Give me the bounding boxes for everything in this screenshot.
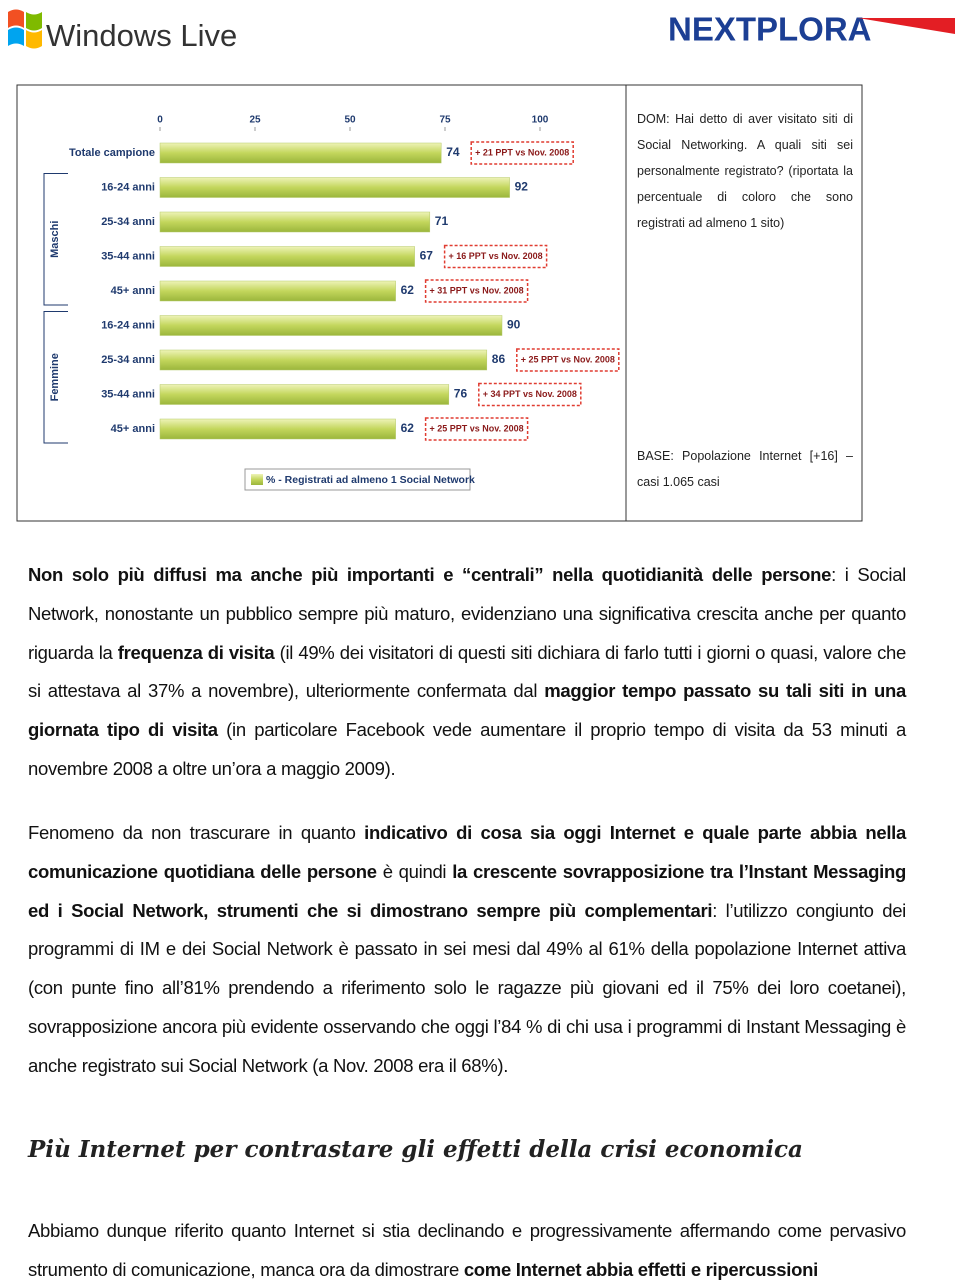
category-label: 25-34 anni xyxy=(101,354,155,366)
annotation-box xyxy=(478,382,582,407)
logo-shape xyxy=(858,18,955,34)
annotation: + 16 PPT vs Nov. 2008 xyxy=(449,251,543,261)
text-run: la crescente sovrapposizione tra l’Insta… xyxy=(28,860,906,921)
annotation-box xyxy=(516,348,620,372)
base-note: BASE: Popolazione Internet [+16] – casi … xyxy=(637,449,853,489)
windows-logo xyxy=(8,9,42,49)
text-run: frequenza di visita xyxy=(117,641,275,663)
group-bracket xyxy=(43,311,68,444)
category-label: 16-24 anni xyxy=(101,319,155,331)
chart: 0 25 50 75 100 Totale campione 74 + 21 PPT vs N… xyxy=(43,115,620,491)
value-label: 76 xyxy=(454,387,468,401)
paragraph: Abbiamo dunque riferito quanto Internet … xyxy=(28,1212,906,1284)
logo-text: NEXTPLORA xyxy=(668,11,872,48)
x-tick-label: 100 xyxy=(532,115,549,126)
text-run: è quindi xyxy=(376,860,453,882)
category-label: 35-44 anni xyxy=(101,388,155,400)
value-label: 62 xyxy=(401,421,415,435)
annotation-box xyxy=(424,417,529,441)
category-label: Totale campione xyxy=(69,147,155,159)
logo-text: Windows Live xyxy=(46,18,237,53)
category-label: 45+ anni xyxy=(111,285,155,297)
text-run: Abbiamo dunque riferito quanto Internet … xyxy=(28,1220,906,1280)
annotation: + 21 PPT vs Nov. 2008 xyxy=(475,147,569,157)
category-label: 35-44 anni xyxy=(101,250,155,262)
value-label: 67 xyxy=(420,249,434,263)
annotation: + 34 PPT vs Nov. 2008 xyxy=(483,389,577,399)
text-run: Fenomeno da non trascurare in quanto xyxy=(28,822,365,843)
bar xyxy=(159,177,510,198)
group-label: Femmine xyxy=(49,353,61,401)
question: DOM: Hai detto di aver visitato siti di … xyxy=(637,112,853,230)
annotation: + 25 PPT vs Nov. 2008 xyxy=(430,423,524,433)
x-tick-label: 75 xyxy=(439,115,451,126)
bar xyxy=(159,142,442,164)
text-run: (in particolare Facebook vede aumentare … xyxy=(28,719,906,779)
figure-box xyxy=(16,84,863,522)
annotation: + 31 PPT vs Nov. 2008 xyxy=(430,285,524,295)
value-label: 71 xyxy=(435,214,449,228)
value-label: 90 xyxy=(507,318,521,332)
bar xyxy=(159,280,396,302)
value-label: 74 xyxy=(446,145,460,159)
annotation: + 25 PPT vs Nov. 2008 xyxy=(521,354,615,364)
value-label: 92 xyxy=(515,180,529,194)
bar xyxy=(159,246,415,267)
text-run: : l’utilizzo congiunto dei programmi di … xyxy=(28,899,906,1076)
category-label: 16-24 anni xyxy=(101,181,155,193)
text-run: maggior tempo passato su tali siti in un… xyxy=(28,680,906,741)
text-run: (il 49% dei visitatori di questi siti di… xyxy=(28,641,906,702)
legend-label: % - Registrati ad almeno 1 Social Networ… xyxy=(266,474,475,486)
text-run: indicativo di cosa sia oggi Internet e q… xyxy=(28,822,906,882)
group-label: Maschi xyxy=(49,221,61,258)
paragraph: Fenomeno da non trascurare in quanto ind… xyxy=(28,814,906,1086)
bar xyxy=(159,211,431,233)
top-area: Windows Live NEXTPLORA 0 25 50 75 100 Totale … xyxy=(8,9,955,522)
value-label: 62 xyxy=(401,283,415,297)
text-run: come Internet abbia effetti e ripercussi… xyxy=(463,1258,818,1280)
value-label: 86 xyxy=(492,352,506,366)
x-tick-label: 0 xyxy=(157,115,163,126)
group-bracket xyxy=(43,173,68,306)
annotation-box xyxy=(470,141,574,165)
category-label: 45+ anni xyxy=(111,423,155,435)
bar xyxy=(159,315,503,336)
annotation-box xyxy=(424,279,529,303)
x-tick-label: 25 xyxy=(249,115,261,126)
annotation-box xyxy=(443,244,548,269)
bar xyxy=(159,349,488,371)
category-label: 25-34 anni xyxy=(101,216,155,228)
bar xyxy=(159,418,396,440)
paragraph: Non solo più diffusi ma anche più import… xyxy=(28,556,906,789)
bar xyxy=(159,384,450,405)
text-run: Non solo più diffusi ma anche più import… xyxy=(28,564,832,585)
legend-box xyxy=(244,468,471,491)
x-tick-label: 50 xyxy=(344,115,356,126)
legend-swatch xyxy=(251,474,263,485)
text-run: : i Social Network, nonostante un pubbli… xyxy=(28,564,906,663)
heading: Più Internet per contrastare gli effetti… xyxy=(28,1136,803,1163)
